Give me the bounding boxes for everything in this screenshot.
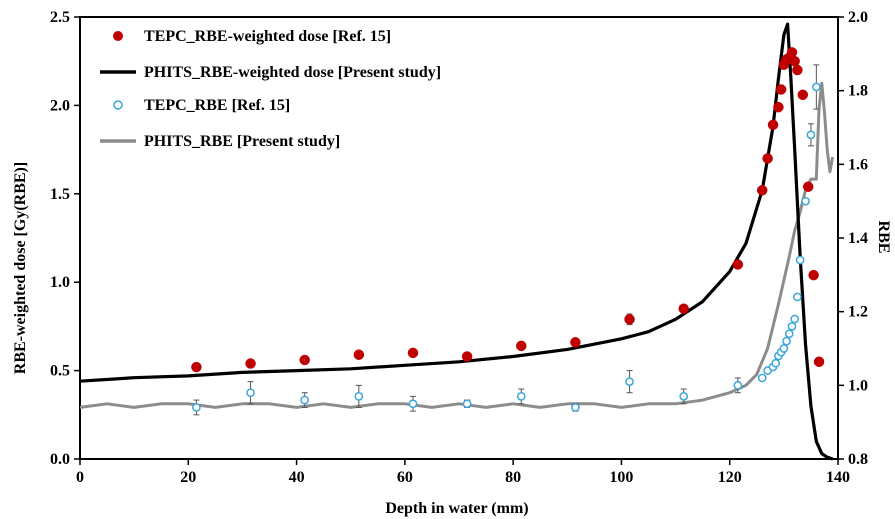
data-point-tepc-rbe-ref-15 bbox=[811, 82, 821, 92]
legend-marker-swatch bbox=[113, 100, 123, 110]
legend-label: TEPC_RBE [Ref. 15] bbox=[144, 97, 290, 114]
y-tick-label: 2.5 bbox=[50, 9, 70, 26]
data-point-tepc-rbe-weighted-dose-ref-15 bbox=[624, 314, 635, 325]
data-point-tepc-rbe-weighted-dose-ref-15 bbox=[802, 181, 814, 192]
data-point-tepc-rbe-weighted-dose-ref-15 bbox=[775, 84, 787, 95]
data-point-tepc-rbe-weighted-dose-ref-15 bbox=[773, 101, 784, 113]
legend: TEPC_RBE-weighted dose [Ref. 15] PHITS_RB… bbox=[100, 28, 441, 150]
data-point-tepc-rbe-ref-15 bbox=[795, 255, 805, 265]
data-point-tepc-rbe-weighted-dose-ref-15 bbox=[797, 89, 809, 101]
y-tick-label: 2.0 bbox=[50, 97, 70, 114]
right-y-axis: 0.8 1.0 1.2 1.4 1.6 1.8 2.0 bbox=[838, 9, 868, 468]
data-point-tepc-rbe-weighted-dose-ref-15 bbox=[353, 349, 365, 360]
data-point-tepc-rbe-weighted-dose-ref-15 bbox=[767, 119, 779, 131]
data-point-tepc-rbe-weighted-dose-ref-15 bbox=[407, 347, 419, 359]
y2-tick-label: 1.2 bbox=[848, 304, 868, 321]
data-point-tepc-rbe-ref-15 bbox=[790, 314, 800, 324]
data-point-tepc-rbe-ref-15 bbox=[787, 322, 797, 331]
x-tick-label: 120 bbox=[718, 469, 742, 486]
data-point-tepc-rbe-ref-15 bbox=[571, 403, 580, 412]
data-point-tepc-rbe-weighted-dose-ref-15 bbox=[789, 55, 800, 67]
data-point-tepc-rbe-ref-15 bbox=[784, 329, 794, 339]
y2-tick-label: 0.8 bbox=[848, 451, 868, 468]
data-point-tepc-rbe-weighted-dose-ref-15 bbox=[813, 356, 825, 368]
y2-tick-label: 1.6 bbox=[848, 156, 868, 173]
y-tick-label: 0.0 bbox=[50, 451, 70, 468]
data-point-tepc-rbe-ref-15 bbox=[793, 292, 802, 302]
x-tick-label: 140 bbox=[826, 469, 850, 486]
data-point-tepc-rbe-ref-15 bbox=[246, 388, 255, 398]
series-line-phits-rbe-weighted-dose-present-study bbox=[79, 22, 834, 461]
legend-marker-swatch bbox=[113, 31, 123, 41]
x-tick-label: 20 bbox=[180, 469, 196, 486]
series-layer bbox=[79, 22, 835, 461]
data-point-tepc-rbe-weighted-dose-ref-15 bbox=[762, 153, 773, 164]
x-tick-label: 40 bbox=[289, 469, 305, 486]
data-point-tepc-rbe-weighted-dose-ref-15 bbox=[808, 269, 819, 281]
data-point-tepc-rbe-weighted-dose-ref-15 bbox=[245, 358, 256, 369]
x-tick-label: 0 bbox=[76, 469, 84, 486]
x-tick-label: 100 bbox=[609, 469, 633, 486]
data-point-tepc-rbe-ref-15 bbox=[801, 196, 810, 206]
data-point-tepc-rbe-weighted-dose-ref-15 bbox=[678, 303, 689, 314]
y2-tick-label: 1.0 bbox=[848, 377, 868, 394]
left-y-axis-title: RBE-weighted dose [Gy(RBE)] bbox=[12, 162, 29, 374]
data-point-tepc-rbe-weighted-dose-ref-15 bbox=[570, 337, 581, 348]
x-tick-label: 80 bbox=[505, 469, 521, 486]
data-point-tepc-rbe-ref-15 bbox=[757, 373, 767, 383]
legend-label: PHITS_RBE [Present study] bbox=[144, 133, 340, 150]
data-point-tepc-rbe-ref-15 bbox=[462, 399, 472, 409]
data-point-tepc-rbe-ref-15 bbox=[806, 130, 816, 140]
data-point-tepc-rbe-weighted-dose-ref-15 bbox=[756, 185, 768, 196]
right-y-axis-title: RBE bbox=[875, 221, 892, 254]
y-tick-label: 1.0 bbox=[50, 274, 70, 291]
x-axis-title: Depth in water (mm) bbox=[385, 500, 528, 517]
legend-label: PHITS_RBE-weighted dose [Present study] bbox=[144, 64, 441, 81]
y2-tick-label: 2.0 bbox=[848, 9, 868, 26]
data-point-tepc-rbe-ref-15 bbox=[771, 358, 781, 368]
data-point-tepc-rbe-ref-15 bbox=[782, 336, 791, 346]
y2-tick-label: 1.8 bbox=[848, 83, 868, 100]
left-y-axis: 0.0 0.5 1.0 1.5 2.0 2.5 bbox=[50, 9, 80, 468]
series-line-phits-rbe-present-study bbox=[79, 81, 835, 409]
y-tick-label: 0.5 bbox=[50, 363, 70, 380]
data-point-tepc-rbe-ref-15 bbox=[354, 392, 364, 401]
data-point-tepc-rbe-ref-15 bbox=[516, 392, 526, 401]
data-point-tepc-rbe-weighted-dose-ref-15 bbox=[732, 259, 744, 270]
data-point-tepc-rbe-ref-15 bbox=[733, 380, 743, 390]
y-tick-label: 1.5 bbox=[50, 186, 70, 203]
data-point-tepc-rbe-ref-15 bbox=[625, 377, 634, 386]
data-point-tepc-rbe-ref-15 bbox=[779, 344, 789, 353]
data-point-tepc-rbe-weighted-dose-ref-15 bbox=[461, 351, 473, 362]
data-point-tepc-rbe-weighted-dose-ref-15 bbox=[516, 340, 527, 352]
data-point-tepc-rbe-ref-15 bbox=[192, 403, 201, 412]
legend-label: TEPC_RBE-weighted dose [Ref. 15] bbox=[144, 28, 391, 45]
x-tick-label: 60 bbox=[397, 469, 413, 486]
data-point-tepc-rbe-weighted-dose-ref-15 bbox=[299, 354, 310, 366]
data-point-tepc-rbe-weighted-dose-ref-15 bbox=[792, 64, 803, 76]
y2-tick-label: 1.4 bbox=[848, 230, 868, 247]
data-point-tepc-rbe-weighted-dose-ref-15 bbox=[191, 361, 202, 373]
data-point-tepc-rbe-weighted-dose-ref-15 bbox=[786, 47, 798, 58]
data-point-tepc-rbe-ref-15 bbox=[408, 399, 418, 409]
x-axis: 0 20 40 60 80 100 120 140 bbox=[76, 459, 850, 486]
data-point-tepc-rbe-ref-15 bbox=[300, 395, 310, 405]
data-point-tepc-rbe-ref-15 bbox=[679, 392, 689, 401]
